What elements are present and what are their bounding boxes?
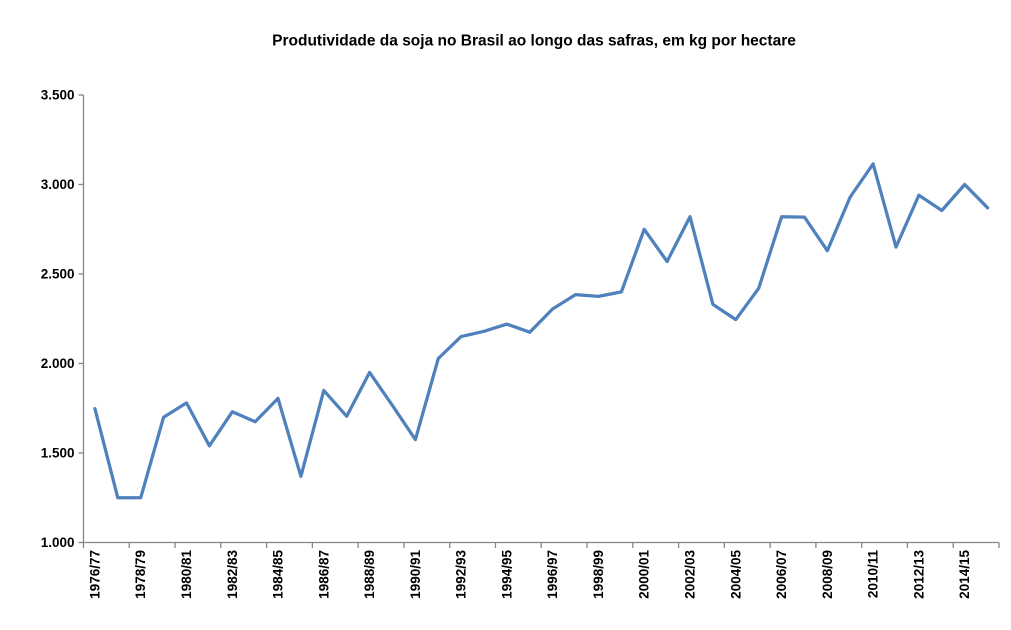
- x-tick-label: 1976/77: [87, 550, 102, 599]
- x-tick-label: 2006/07: [774, 550, 789, 599]
- x-tick-label: 1998/99: [591, 550, 606, 599]
- y-tick-label: 1.500: [41, 446, 75, 461]
- x-tick-label: 1990/91: [408, 550, 423, 599]
- y-axis: 1.000 1.500 2.000 2.500 3.000 3.500: [41, 88, 85, 550]
- y-tick-label: 3.500: [41, 88, 75, 103]
- x-tick-label: 1988/89: [362, 550, 377, 599]
- x-tick-label: 2000/01: [637, 550, 652, 599]
- x-tick-label: 1996/97: [545, 550, 560, 599]
- x-tick-label: 2010/11: [866, 550, 881, 599]
- x-axis: 1976/77 1978/79 1980/81 1982/83 1984/85 1986/…: [82, 541, 1000, 599]
- x-tick-label: 2008/09: [820, 550, 835, 599]
- productivity-line: [93, 162, 990, 500]
- x-tick-label: 2004/05: [728, 550, 743, 599]
- x-tick-label: 1992/93: [454, 550, 469, 599]
- y-tick-label: 3.000: [41, 177, 75, 192]
- x-tick-label: 1982/83: [225, 550, 240, 599]
- y-tick-label: 2.000: [41, 356, 75, 371]
- y-tick-label: 1.000: [41, 535, 75, 550]
- y-tick-label: 2.500: [41, 267, 75, 282]
- x-tick-label: 1984/85: [271, 550, 286, 599]
- x-tick-label: 2002/03: [683, 550, 698, 599]
- x-tick-label: 2014/15: [957, 550, 972, 599]
- x-tick-label: 2012/13: [911, 550, 926, 599]
- chart-title: Produtividade da soja no Brasil ao longo…: [272, 33, 796, 50]
- x-tick-label: 1980/81: [179, 550, 194, 599]
- x-tick-label: 1994/95: [499, 550, 514, 599]
- series-line: [93, 162, 990, 500]
- x-tick-label: 1978/79: [133, 550, 148, 599]
- x-tick-label: 1986/87: [316, 550, 331, 599]
